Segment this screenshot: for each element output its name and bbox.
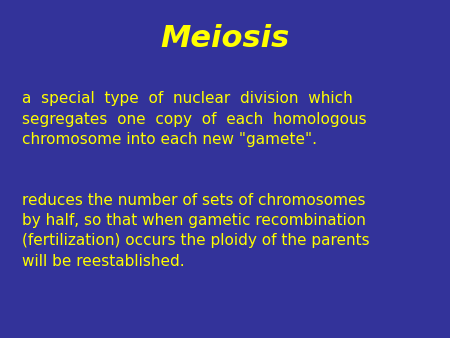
Text: reduces the number of sets of chromosomes
by half, so that when gametic recombin: reduces the number of sets of chromosome… <box>22 193 370 269</box>
Text: a  special  type  of  nuclear  division  which
segregates  one  copy  of  each  : a special type of nuclear division which… <box>22 91 367 147</box>
Text: Meiosis: Meiosis <box>160 24 290 53</box>
